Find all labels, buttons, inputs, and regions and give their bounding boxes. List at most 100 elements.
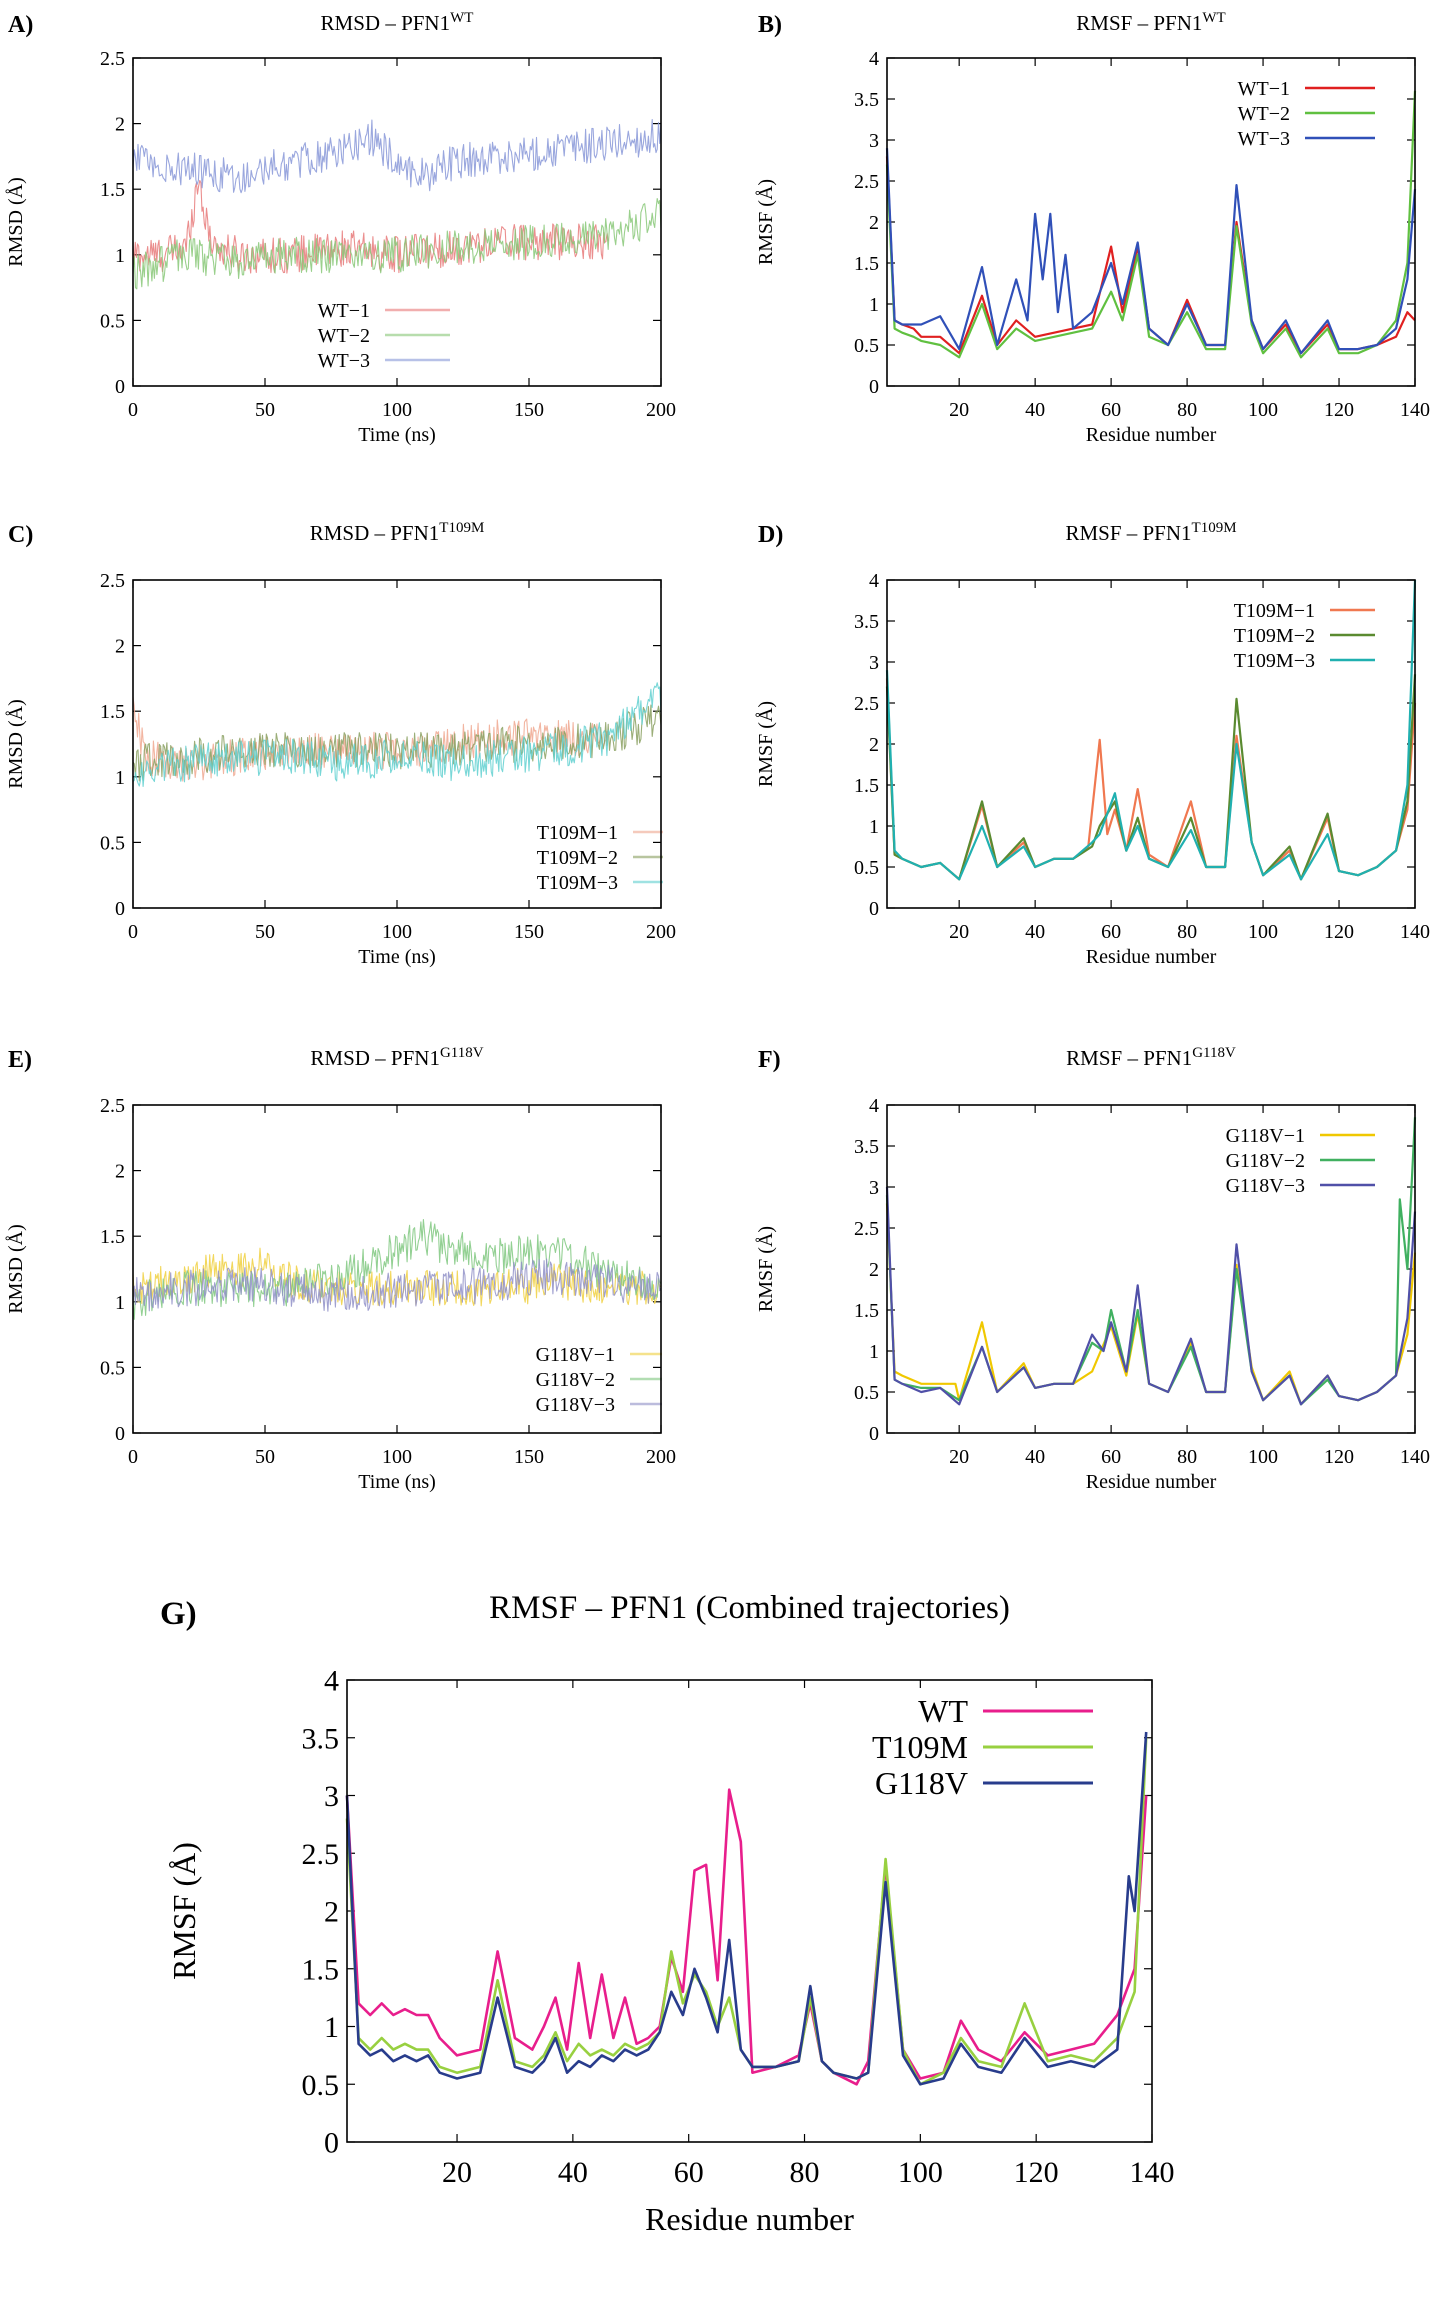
series-line-1 (885, 678, 1417, 881)
x-tick-label: 50 (255, 1446, 275, 1468)
y-tick-label: 2.5 (100, 48, 125, 70)
y-tick-label: 1 (115, 1292, 125, 1314)
y-tick-label: 2 (115, 114, 125, 136)
panel-label: B) (758, 12, 782, 38)
x-axis-label: Residue number (1086, 1471, 1217, 1493)
y-tick-label: 1 (115, 767, 125, 789)
plot-frame (346, 1679, 1153, 2143)
x-tick-label: 100 (382, 921, 412, 943)
x-tick-label: 20 (949, 921, 969, 943)
legend-label: T109M−3 (1234, 650, 1315, 672)
chart-title: RMSD – PFN1WT (321, 10, 474, 35)
plot-frame (886, 1104, 1416, 1434)
y-axis-label: RMSF (Å) (755, 1226, 777, 1312)
x-tick-label: 120 (1324, 921, 1354, 943)
chart-title-superscript: G118V (1192, 1045, 1236, 1061)
series-line-2 (132, 704, 662, 782)
plot-frame (132, 57, 662, 387)
chart-title-superscript: T109M (1192, 520, 1237, 536)
y-tick-label: 2 (869, 734, 879, 756)
x-axis-label: Time (ns) (358, 1471, 436, 1493)
x-tick-label: 200 (646, 1446, 676, 1468)
y-tick-label: 3 (324, 1780, 339, 1813)
x-tick-label: 20 (949, 399, 969, 421)
x-tick-label: 100 (898, 2156, 943, 2189)
legend-label: WT−2 (318, 325, 370, 347)
y-tick-label: 1 (115, 245, 125, 267)
chart-title-superscript: T109M (439, 520, 484, 536)
x-tick-label: 120 (1324, 1446, 1354, 1468)
x-tick-label: 60 (1101, 1446, 1121, 1468)
x-tick-label: 60 (1101, 921, 1121, 943)
legend-label: WT−1 (318, 300, 370, 322)
series-line-2 (885, 674, 1417, 881)
chart-title: RMSD – PFN1G118V (310, 1045, 483, 1070)
y-axis-label: RMSD (Å) (5, 1224, 27, 1313)
y-tick-label: 3 (869, 652, 879, 674)
x-tick-label: 20 (949, 1446, 969, 1468)
x-tick-label: 60 (674, 2156, 704, 2189)
y-tick-label: 0 (115, 898, 125, 920)
legend-label: T109M−2 (1234, 625, 1315, 647)
y-tick-label: 1.5 (854, 253, 879, 275)
y-tick-label: 1.5 (854, 1300, 879, 1322)
legend-label: T109M−3 (537, 872, 618, 894)
x-axis-label: Time (ns) (358, 946, 436, 968)
legend-label: WT−3 (1238, 128, 1290, 150)
y-tick-label: 3.5 (854, 1136, 879, 1158)
x-axis-label: Time (ns) (358, 424, 436, 446)
y-tick-label: 0.5 (854, 1382, 879, 1404)
x-tick-label: 150 (514, 399, 544, 421)
y-tick-label: 0 (869, 1423, 879, 1445)
x-tick-label: 120 (1324, 399, 1354, 421)
series-line-1 (885, 1203, 1417, 1406)
x-tick-label: 40 (1025, 921, 1045, 943)
x-tick-label: 100 (1248, 1446, 1278, 1468)
legend-label: G118V−3 (536, 1394, 615, 1416)
panel-label: E) (8, 1047, 32, 1073)
series-line-2 (885, 90, 1417, 359)
plot-frame (132, 1104, 662, 1434)
x-tick-label: 140 (1400, 399, 1430, 421)
y-tick-label: 1 (869, 294, 879, 316)
plot-frame (886, 579, 1416, 909)
panel-label: C) (8, 522, 33, 548)
y-tick-label: 2 (115, 1161, 125, 1183)
y-tick-label: 0.5 (100, 1357, 125, 1379)
y-tick-label: 2 (869, 1259, 879, 1281)
chart-title: RMSF – PFN1T109M (1065, 520, 1236, 545)
legend-label: G118V (875, 1765, 968, 1801)
y-tick-label: 3.5 (854, 89, 879, 111)
y-tick-label: 4 (324, 1665, 339, 1698)
x-tick-label: 50 (255, 399, 275, 421)
x-axis-label: Residue number (645, 2201, 854, 2237)
plot-frame (132, 579, 662, 909)
y-tick-label: 0 (115, 1423, 125, 1445)
series-line-3 (885, 579, 1417, 881)
y-axis-label: RMSD (Å) (5, 177, 27, 266)
y-tick-label: 3.5 (854, 611, 879, 633)
series-line-3 (345, 1731, 1148, 2086)
x-tick-label: 0 (128, 399, 138, 421)
y-tick-label: 0.5 (100, 832, 125, 854)
x-tick-label: 200 (646, 399, 676, 421)
x-tick-label: 100 (1248, 399, 1278, 421)
y-axis-label: RMSD (Å) (5, 699, 27, 788)
legend-label: G118V−2 (1226, 1150, 1305, 1172)
legend-label: T109M−1 (537, 822, 618, 844)
x-tick-label: 80 (1177, 399, 1197, 421)
panel-label: F) (758, 1047, 781, 1073)
x-tick-label: 200 (646, 921, 676, 943)
x-tick-label: 40 (1025, 399, 1045, 421)
x-tick-label: 80 (1177, 1446, 1197, 1468)
series-line-3 (132, 1258, 662, 1312)
y-tick-label: 2 (869, 212, 879, 234)
y-axis-label: RMSF (Å) (755, 701, 777, 787)
y-tick-label: 0.5 (302, 2069, 340, 2102)
legend-label: G118V−3 (1226, 1175, 1305, 1197)
legend-label: WT−3 (318, 350, 370, 372)
x-tick-label: 140 (1130, 2156, 1175, 2189)
x-tick-label: 80 (1177, 921, 1197, 943)
x-tick-label: 100 (1248, 921, 1278, 943)
y-tick-label: 2.5 (302, 1838, 340, 1871)
